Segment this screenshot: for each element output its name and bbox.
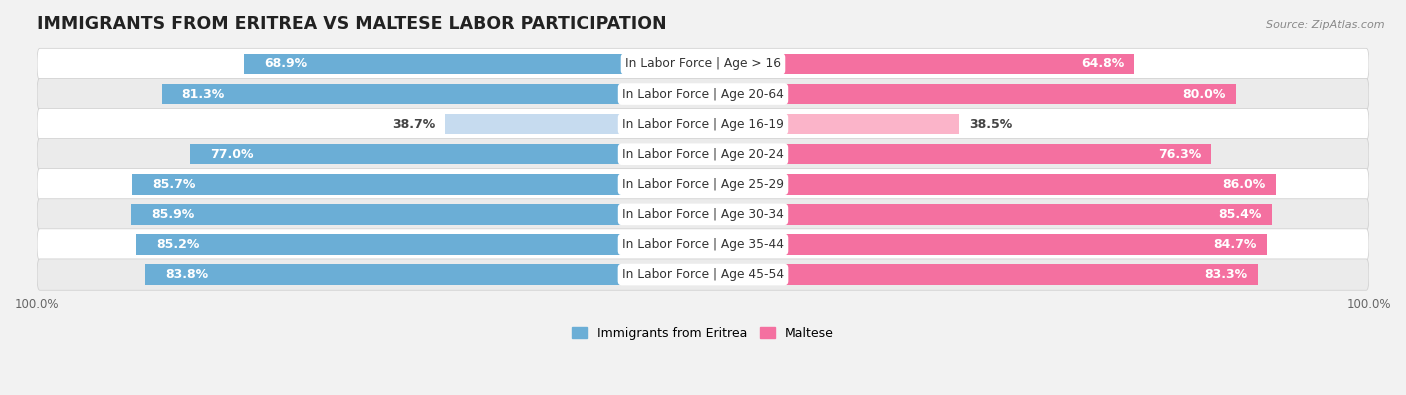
FancyBboxPatch shape [37, 229, 1369, 260]
Bar [190, 144, 703, 164]
Text: 38.7%: 38.7% [392, 118, 436, 131]
Text: IMMIGRANTS FROM ERITREA VS MALTESE LABOR PARTICIPATION: IMMIGRANTS FROM ERITREA VS MALTESE LABOR… [37, 15, 666, 33]
Text: 80.0%: 80.0% [1182, 88, 1226, 101]
Text: In Labor Force | Age 16-19: In Labor Force | Age 16-19 [621, 118, 785, 131]
FancyBboxPatch shape [37, 48, 1369, 80]
Bar [131, 204, 703, 225]
Text: 83.3%: 83.3% [1205, 268, 1247, 281]
Bar [703, 234, 1267, 255]
Text: 85.4%: 85.4% [1218, 208, 1261, 221]
FancyBboxPatch shape [37, 109, 1369, 140]
Text: In Labor Force | Age 20-64: In Labor Force | Age 20-64 [621, 88, 785, 101]
Bar [703, 204, 1271, 225]
Text: 81.3%: 81.3% [181, 88, 225, 101]
Text: 85.9%: 85.9% [150, 208, 194, 221]
Text: 86.0%: 86.0% [1222, 178, 1265, 191]
Text: In Labor Force | Age 35-44: In Labor Force | Age 35-44 [621, 238, 785, 251]
Bar [132, 174, 703, 195]
Bar [145, 264, 703, 285]
Bar [162, 84, 703, 104]
Text: In Labor Force | Age 20-24: In Labor Force | Age 20-24 [621, 148, 785, 161]
Text: 64.8%: 64.8% [1081, 57, 1125, 70]
Bar [703, 264, 1257, 285]
Text: In Labor Force | Age > 16: In Labor Force | Age > 16 [626, 57, 780, 70]
Text: 38.5%: 38.5% [969, 118, 1012, 131]
Text: In Labor Force | Age 25-29: In Labor Force | Age 25-29 [621, 178, 785, 191]
Text: 76.3%: 76.3% [1157, 148, 1201, 161]
Bar [703, 144, 1211, 164]
Text: 84.7%: 84.7% [1213, 238, 1257, 251]
Text: In Labor Force | Age 45-54: In Labor Force | Age 45-54 [621, 268, 785, 281]
FancyBboxPatch shape [37, 78, 1369, 110]
Bar [446, 114, 703, 134]
Text: In Labor Force | Age 30-34: In Labor Force | Age 30-34 [621, 208, 785, 221]
Text: 85.7%: 85.7% [152, 178, 195, 191]
Bar [136, 234, 703, 255]
Bar [245, 54, 703, 74]
Text: 85.2%: 85.2% [156, 238, 200, 251]
Text: 83.8%: 83.8% [165, 268, 208, 281]
Text: 77.0%: 77.0% [211, 148, 254, 161]
FancyBboxPatch shape [37, 199, 1369, 230]
Bar [703, 174, 1275, 195]
FancyBboxPatch shape [37, 139, 1369, 170]
Text: 68.9%: 68.9% [264, 57, 308, 70]
Bar [703, 54, 1135, 74]
Bar [703, 114, 959, 134]
Text: Source: ZipAtlas.com: Source: ZipAtlas.com [1267, 20, 1385, 30]
Bar [703, 84, 1236, 104]
FancyBboxPatch shape [37, 169, 1369, 200]
Legend: Immigrants from Eritrea, Maltese: Immigrants from Eritrea, Maltese [567, 322, 839, 345]
FancyBboxPatch shape [37, 259, 1369, 290]
